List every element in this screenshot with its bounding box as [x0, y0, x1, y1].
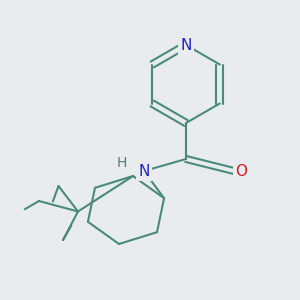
Text: N: N	[180, 38, 192, 52]
Text: O: O	[236, 164, 247, 178]
Text: N: N	[138, 164, 150, 178]
Text: H: H	[116, 156, 127, 170]
